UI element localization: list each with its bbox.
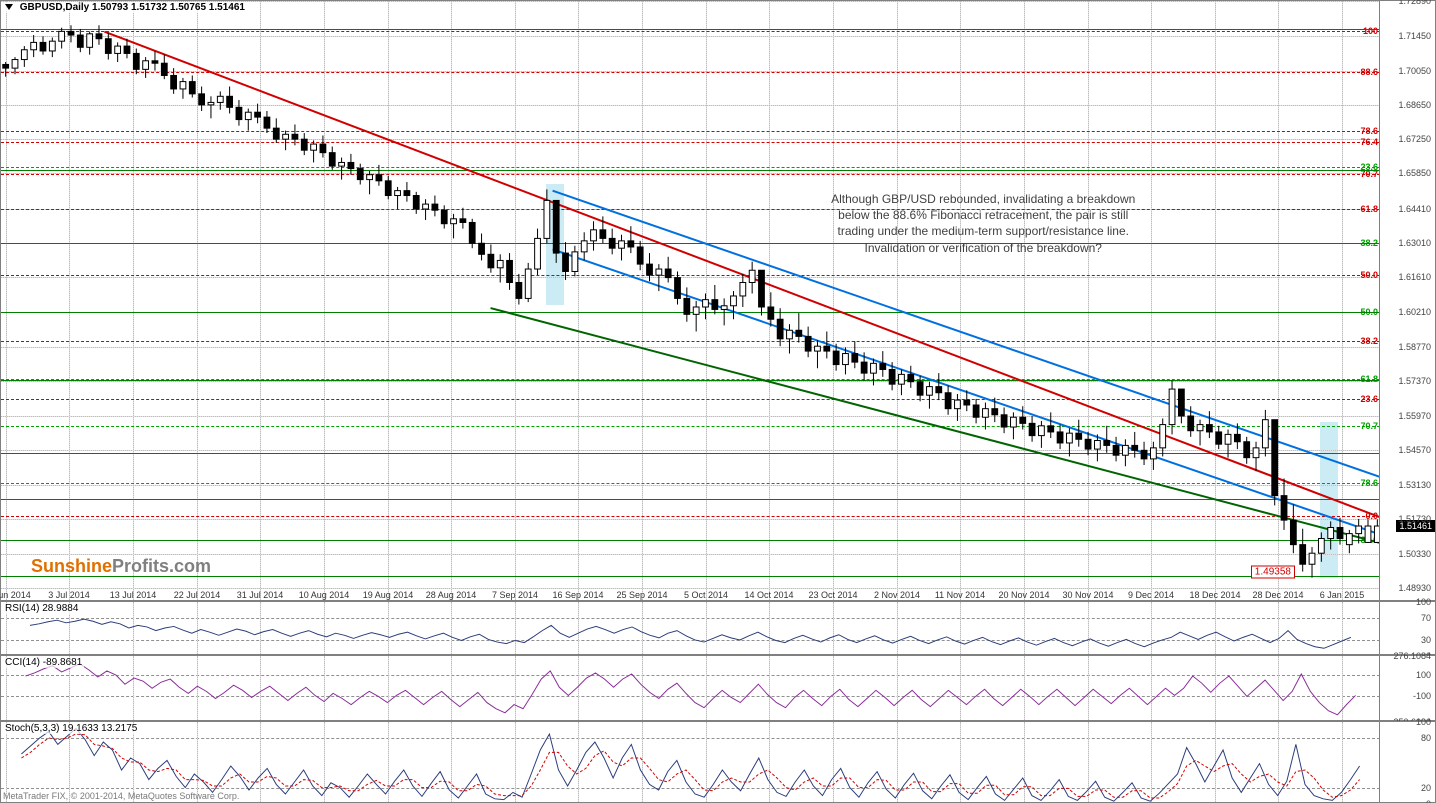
price-y-axis: 1.51461 1.728901.714501.700501.686501.67… bbox=[1379, 1, 1435, 600]
annotation-text: Although GBP/USD rebounded, invalidating… bbox=[773, 191, 1193, 256]
cci-plot-area[interactable]: CCI(14) -89.8681 bbox=[1, 656, 1380, 720]
watermark-brand-a: Sunshine bbox=[31, 556, 112, 576]
price-panel[interactable]: 10088.678.676.470.761.850.038.223.60.023… bbox=[0, 0, 1436, 601]
price-plot-area[interactable]: 10088.678.676.470.761.850.038.223.60.023… bbox=[1, 1, 1380, 600]
x-axis: 24 Jun 20143 Jul 201413 Jul 201422 Jul 2… bbox=[1, 586, 1325, 600]
dropdown-icon[interactable] bbox=[5, 4, 13, 10]
rsi-y-axis: 03070100 bbox=[1379, 602, 1435, 654]
watermark-logo: SunshineProfits.com bbox=[31, 556, 211, 577]
rsi-panel[interactable]: RSI(14) 28.9884 03070100 bbox=[0, 601, 1436, 655]
cci-y-axis: -350.6094-100100276.1084 bbox=[1379, 656, 1435, 720]
watermark-brand-b: Profits.com bbox=[112, 556, 211, 576]
stoch-plot-area[interactable]: Stoch(5,3,3) 19.1633 13.2175 MetaTrader … bbox=[1, 722, 1380, 802]
symbol-title: GBPUSD,Daily 1.50793 1.51732 1.50765 1.5… bbox=[20, 2, 245, 13]
candlesticks-layer bbox=[1, 1, 1382, 588]
cci-label: CCI(14) -89.8681 bbox=[3, 657, 84, 668]
rsi-label: RSI(14) 28.9884 bbox=[3, 603, 80, 614]
chart-root: 10088.678.676.470.761.850.038.223.60.023… bbox=[0, 0, 1436, 803]
stoch-y-axis: 02080100 bbox=[1379, 722, 1435, 802]
stoch-label: Stoch(5,3,3) 19.1633 13.2175 bbox=[3, 723, 139, 734]
copyright-text: MetaTrader FIX, © 2001-2014, MetaQuotes … bbox=[3, 791, 239, 801]
chart-title-bar[interactable]: GBPUSD,Daily 1.50793 1.51732 1.50765 1.5… bbox=[3, 2, 247, 13]
rsi-plot-area[interactable]: RSI(14) 28.9884 bbox=[1, 602, 1380, 654]
low-price-flag: 1.49358 bbox=[1251, 565, 1295, 578]
stoch-panel[interactable]: Stoch(5,3,3) 19.1633 13.2175 MetaTrader … bbox=[0, 721, 1436, 803]
cci-panel[interactable]: CCI(14) -89.8681 -350.6094-100100276.108… bbox=[0, 655, 1436, 721]
